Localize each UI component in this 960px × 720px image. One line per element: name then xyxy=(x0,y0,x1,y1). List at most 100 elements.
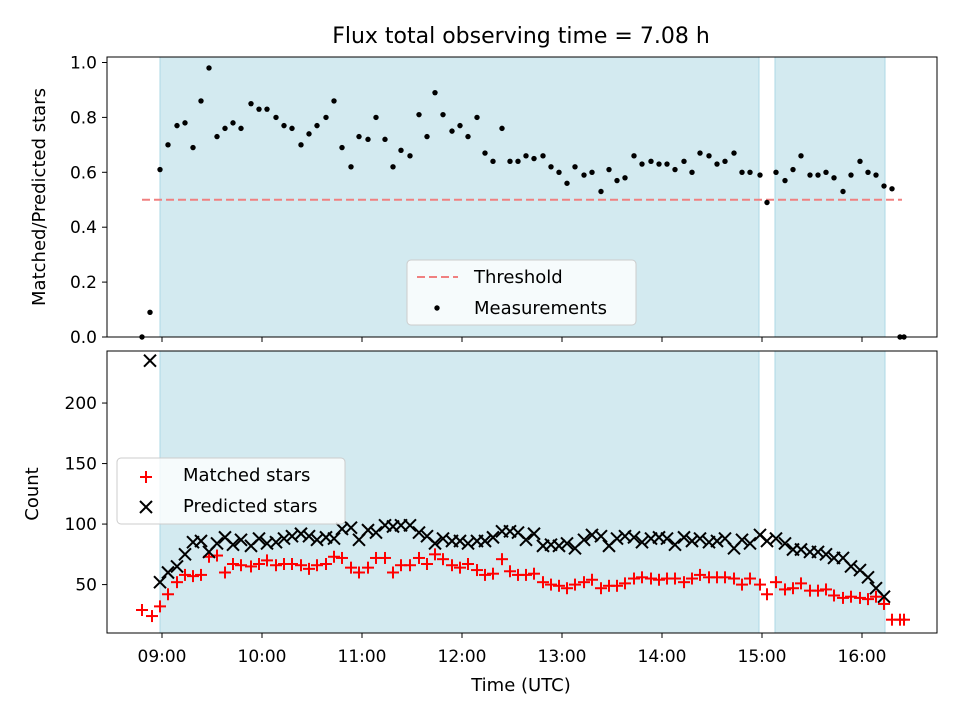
matched-star-marker xyxy=(870,590,882,603)
measurement-point xyxy=(147,309,153,315)
predicted-star-marker xyxy=(577,533,591,547)
matched-star-marker xyxy=(761,588,773,601)
top-legend: Threshold Measurements xyxy=(406,259,637,326)
predicted-star-marker xyxy=(369,525,383,540)
measurement-point xyxy=(697,150,703,156)
measurement-point xyxy=(581,172,587,178)
matched-star-marker xyxy=(413,551,425,564)
matched-star-marker xyxy=(162,588,174,601)
predicted-star-marker xyxy=(403,518,417,532)
measurement-point xyxy=(230,120,236,126)
matched-star-marker xyxy=(694,568,706,581)
predicted-star-marker xyxy=(710,534,724,548)
bottom-y-tick-label: 50 xyxy=(75,576,97,596)
measurement-point xyxy=(190,144,196,151)
matched-star-marker xyxy=(245,560,257,573)
measurement-point xyxy=(681,158,687,165)
predicted-star-marker xyxy=(685,534,699,548)
measurement-point xyxy=(790,166,796,173)
matched-star-marker xyxy=(179,568,191,581)
legend-matched-swatch xyxy=(140,471,152,483)
predicted-star-marker xyxy=(635,535,649,549)
matched-star-marker xyxy=(878,597,890,610)
measurement-point xyxy=(398,147,404,154)
top-y-label: Matched/Predicted stars xyxy=(29,88,50,306)
predicted-star-marker xyxy=(153,575,167,589)
measurement-point xyxy=(356,133,362,140)
bottom-y-axis: 50 100 150 200 xyxy=(65,394,107,596)
top-panel: 0.0 0.2 0.4 0.6 0.8 1.0 Matched/Predicted sta… xyxy=(29,53,938,348)
matched-star-marker xyxy=(345,561,357,574)
measurement-point xyxy=(323,114,329,121)
predicted-star-marker xyxy=(210,536,224,551)
predicted-star-marker xyxy=(519,533,533,547)
matched-star-marker xyxy=(744,572,756,585)
x-tick-label: 13:00 xyxy=(538,647,587,667)
predicted-star-marker xyxy=(178,547,192,562)
measurement-point xyxy=(881,183,887,189)
measurement-point xyxy=(606,166,612,173)
predicted-star-marker xyxy=(478,534,492,548)
predicted-star-marker xyxy=(269,535,283,549)
matched-star-marker xyxy=(898,613,910,626)
matched-star-marker xyxy=(736,578,748,591)
matched-star-marker xyxy=(636,571,648,584)
predicted-star-marker xyxy=(234,533,248,547)
measurement-point xyxy=(416,111,422,118)
predicted-star-marker xyxy=(412,525,426,540)
matched-star-marker xyxy=(336,551,348,564)
predicted-star-marker xyxy=(560,536,574,551)
top-panel-frame xyxy=(106,56,938,338)
predicted-star-marker xyxy=(660,531,674,546)
x-tick-label: 09:00 xyxy=(138,647,187,667)
matched-star-marker xyxy=(578,576,590,589)
measurement-point xyxy=(248,100,254,107)
measurement-point xyxy=(198,98,204,104)
measurement-point xyxy=(548,164,554,170)
predicted-star-marker xyxy=(453,534,467,548)
shaded-interval-bottom-1 xyxy=(774,351,886,633)
measurement-point xyxy=(298,142,304,148)
predicted-star-marker xyxy=(428,536,442,551)
predicted-star-marker xyxy=(743,536,757,551)
matched-star-marker xyxy=(379,551,391,564)
x-tick-label: 14:00 xyxy=(638,647,687,667)
matched-star-marker xyxy=(154,600,166,613)
x-tick-label: 12:00 xyxy=(438,647,487,667)
predicted-star-marker xyxy=(226,537,240,552)
measurement-point xyxy=(622,175,628,181)
matched-star-marker xyxy=(320,558,332,571)
predicted-star-marker xyxy=(794,542,808,557)
measurement-point xyxy=(499,125,505,132)
predicted-star-marker xyxy=(486,530,500,545)
predicted-star-marker xyxy=(294,527,308,541)
matched-star-marker xyxy=(611,579,623,592)
top-x-ticks xyxy=(161,337,863,342)
measurement-point xyxy=(264,106,270,112)
predicted-star-marker xyxy=(877,589,891,604)
predicted-star-marker xyxy=(161,565,175,580)
top-y-tick-label: 0.4 xyxy=(70,218,97,238)
measurement-point xyxy=(714,161,720,167)
matched-star-marker xyxy=(719,571,731,584)
measurement-point xyxy=(432,89,438,96)
matched-star-marker xyxy=(837,591,849,604)
predicted-star-marker xyxy=(778,536,792,551)
matched-star-marker xyxy=(787,582,799,595)
matched-star-marker xyxy=(770,576,782,589)
measurement-point xyxy=(465,133,471,140)
measurement-point xyxy=(214,133,220,140)
measurement-point xyxy=(474,114,480,121)
measurement-point xyxy=(182,120,188,126)
measurement-point xyxy=(773,169,779,175)
matched-star-marker xyxy=(645,572,657,585)
x-tick-label: 10:00 xyxy=(238,647,287,667)
predicted-star-marker xyxy=(693,531,707,546)
bottom-y-label: Count xyxy=(22,467,43,520)
measurement-point xyxy=(857,158,863,165)
top-y-axis: 0.0 0.2 0.4 0.6 0.8 1.0 xyxy=(70,53,107,348)
bottom-legend-box xyxy=(116,457,346,525)
measurement-point xyxy=(823,169,829,175)
x-tick-label: 16:00 xyxy=(838,647,887,667)
predicted-star-marker xyxy=(594,529,608,543)
